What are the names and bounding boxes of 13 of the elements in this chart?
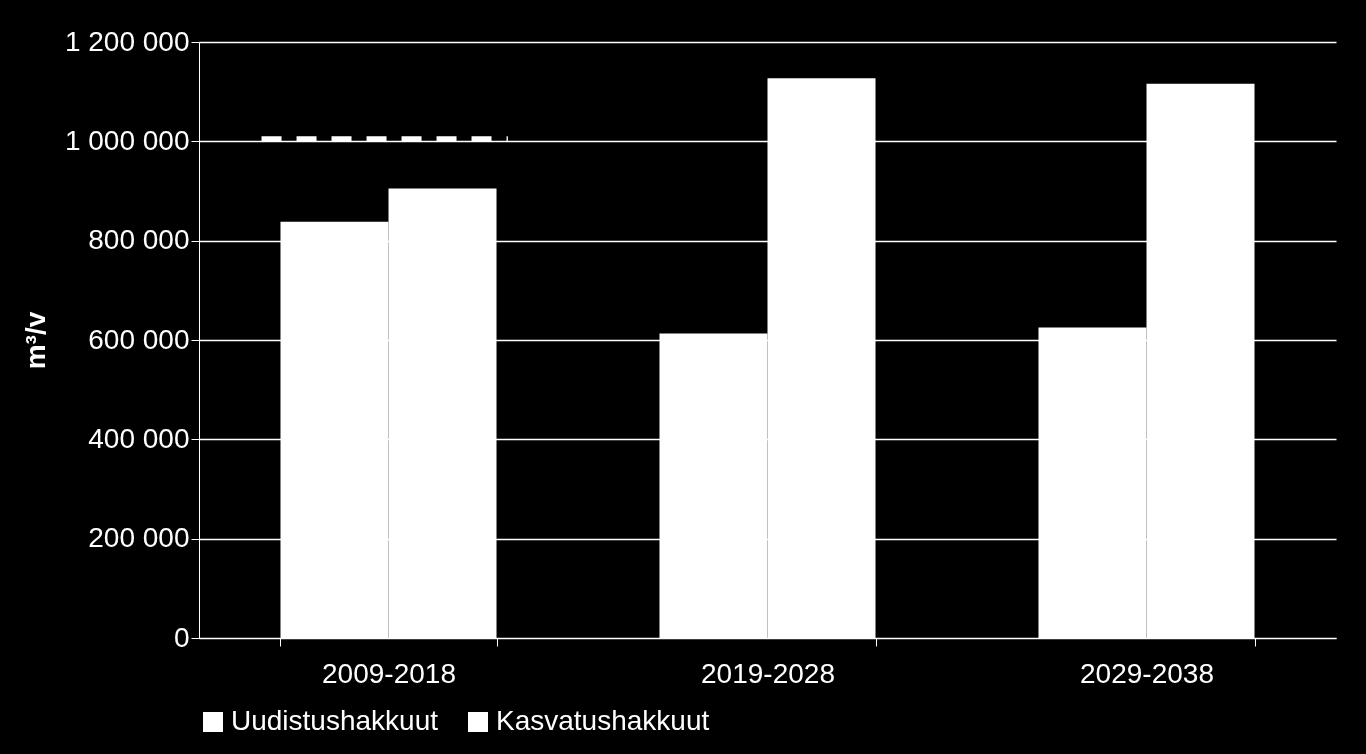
legend-label: Uudistushakkuut	[231, 705, 439, 736]
x-tick-label: 2009-2018	[322, 657, 456, 689]
y-tick-label: 1 200 000	[64, 25, 190, 57]
y-tick-label: 0	[173, 621, 190, 653]
legend-label: Kasvatushakkuut	[496, 705, 710, 736]
y-tick-label: 800 000	[88, 224, 190, 256]
y-tick-label: 1 000 000	[64, 124, 190, 156]
x-tick-label: 2019-2028	[701, 657, 835, 689]
x-tick-label: 2029-2038	[1080, 657, 1214, 689]
y-tick-label: 400 000	[88, 422, 190, 454]
y-tick-label: 200 000	[88, 522, 190, 554]
y-tick-label: 600 000	[88, 323, 190, 355]
y-axis-title: m³/v	[19, 311, 51, 370]
